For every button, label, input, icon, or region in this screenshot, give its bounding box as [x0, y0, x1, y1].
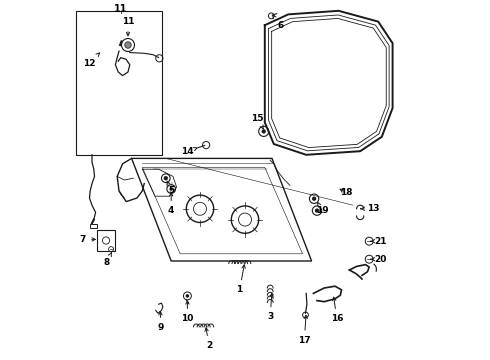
- Text: 1: 1: [237, 265, 245, 294]
- Text: 3: 3: [267, 294, 273, 321]
- Text: 5: 5: [167, 181, 174, 195]
- Text: 16: 16: [331, 297, 343, 323]
- Text: 7: 7: [80, 235, 96, 244]
- Text: 20: 20: [371, 255, 386, 264]
- Text: 15: 15: [251, 114, 264, 129]
- Text: 19: 19: [316, 203, 329, 215]
- Circle shape: [312, 197, 316, 201]
- Text: 6: 6: [272, 15, 283, 30]
- Text: 21: 21: [371, 237, 386, 246]
- Text: 18: 18: [340, 188, 352, 197]
- Circle shape: [170, 187, 173, 191]
- Circle shape: [262, 129, 266, 134]
- Circle shape: [315, 208, 319, 213]
- Text: 8: 8: [103, 253, 111, 267]
- Bar: [90, 224, 97, 228]
- Text: 9: 9: [157, 312, 164, 332]
- Circle shape: [164, 176, 168, 180]
- Text: 4: 4: [168, 193, 174, 215]
- Circle shape: [186, 294, 189, 298]
- Circle shape: [125, 42, 131, 48]
- Text: 11: 11: [114, 4, 127, 14]
- Text: 11: 11: [122, 17, 134, 36]
- Text: 2: 2: [205, 328, 212, 350]
- Text: 13: 13: [361, 204, 379, 213]
- Bar: [76, 11, 162, 155]
- Text: 10: 10: [181, 301, 194, 323]
- Text: 17: 17: [298, 315, 311, 345]
- Text: 14: 14: [181, 147, 197, 156]
- Text: 12: 12: [83, 53, 99, 68]
